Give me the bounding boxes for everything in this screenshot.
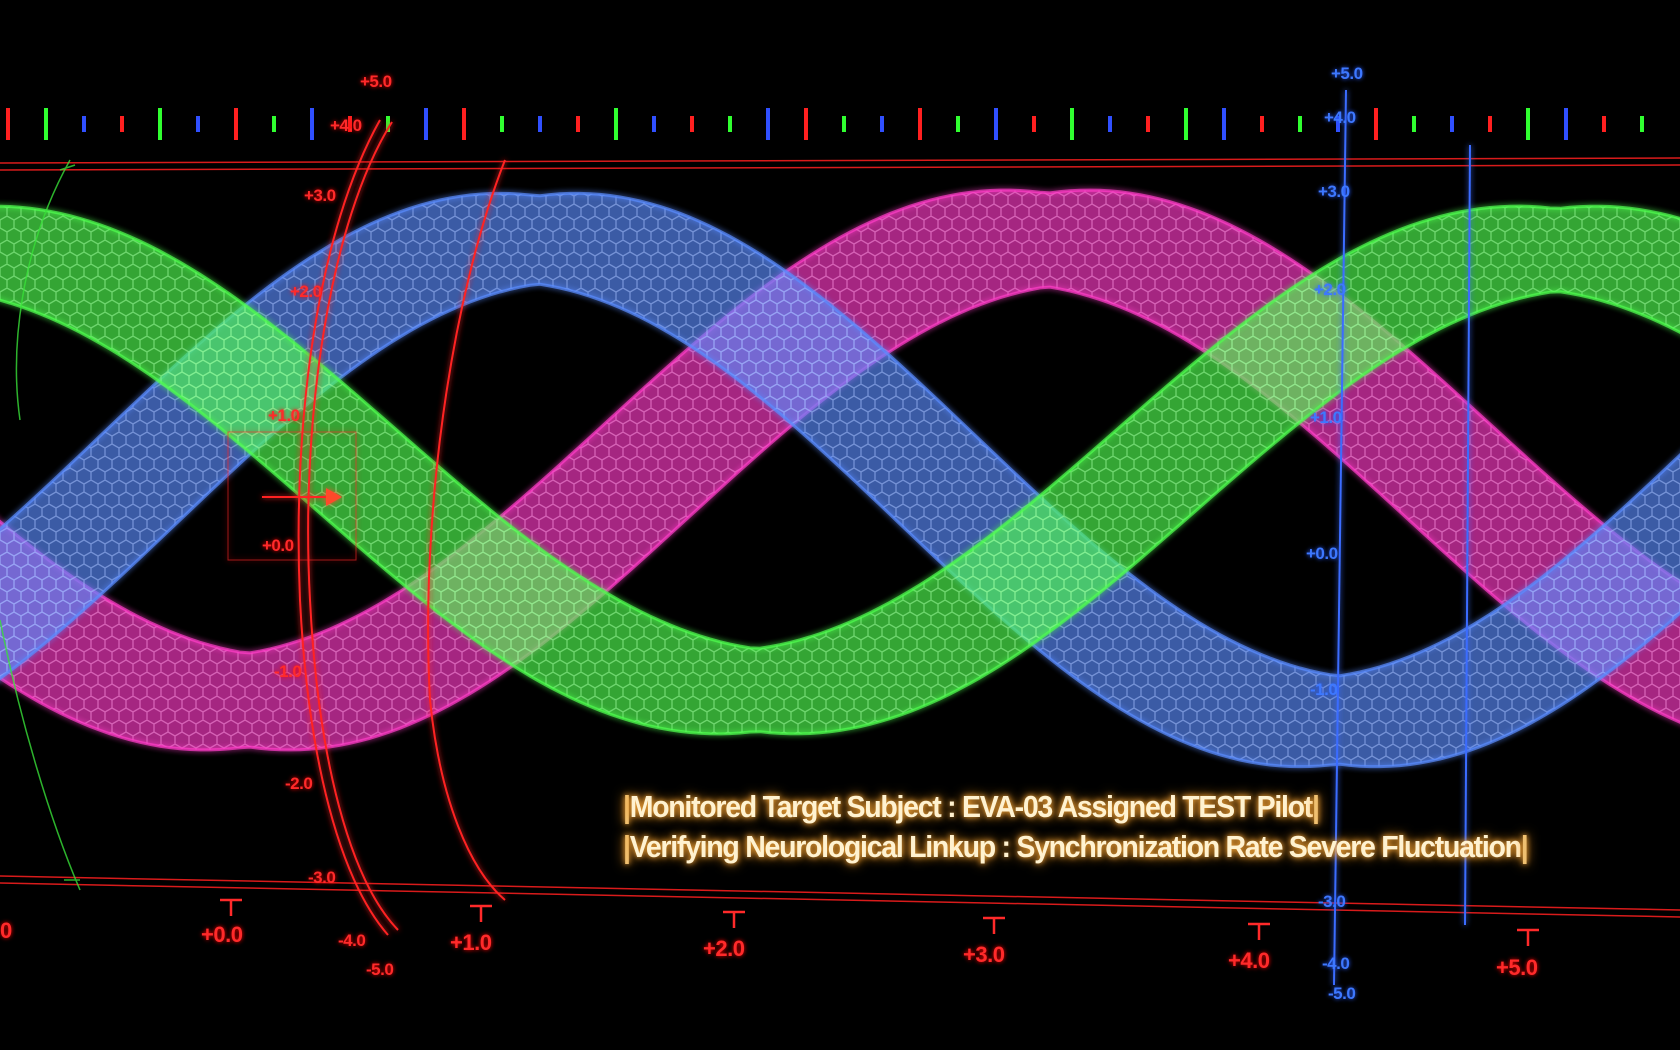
red-y-tick: +0.0 xyxy=(262,536,294,555)
green-edge-curves xyxy=(0,159,81,891)
x-tick-label: +5.0 xyxy=(1496,955,1538,980)
blue-y-tick: +1.0 xyxy=(1310,408,1342,427)
red-y-tick: +1.0 xyxy=(268,406,300,425)
caption-line-2: |Verifying Neurological Linkup : Synchro… xyxy=(623,829,1529,864)
red-y-tick: -5.0 xyxy=(366,960,394,979)
blue-axis-lines xyxy=(1333,89,1471,986)
red-y-tick: -4.0 xyxy=(338,931,366,950)
blue-y-tick: +4.0 xyxy=(1324,108,1356,127)
blue-y-tick: +2.0 xyxy=(1314,280,1346,299)
blue-y-tick: +3.0 xyxy=(1318,182,1350,201)
blue-y-tick: -3.0 xyxy=(1318,892,1346,911)
red-y-tick: +3.0 xyxy=(304,186,336,205)
top-signal-tick-strip xyxy=(6,108,1644,140)
red-y-tick: +4.0 xyxy=(330,116,362,135)
blue-y-tick: -1.0 xyxy=(1310,680,1338,699)
red-y-tick: -2.0 xyxy=(285,774,313,793)
frame-lines xyxy=(0,157,1680,918)
x-tick-label: +1.0 xyxy=(450,930,492,955)
blue-y-tick: -4.0 xyxy=(1322,954,1350,973)
red-axis-lines xyxy=(227,119,506,936)
blue-y-tick: +0.0 xyxy=(1306,544,1338,563)
red-y-tick: +2.0 xyxy=(290,282,322,301)
status-caption: |Monitored Target Subject : EVA-03 Assig… xyxy=(623,787,1529,867)
x-axis-tick-marks xyxy=(220,898,1539,946)
x-tick-label: +4.0 xyxy=(1228,948,1270,973)
blue-y-tick: +5.0 xyxy=(1331,64,1363,83)
x-tick-label: +3.0 xyxy=(963,942,1005,967)
red-y-tick: -3.0 xyxy=(308,868,336,887)
x-tick-label: +0.0 xyxy=(201,922,243,947)
x-tick-label: +2.0 xyxy=(703,936,745,961)
x-tick-label-partial: 0 xyxy=(0,918,12,943)
blue-y-tick: -5.0 xyxy=(1328,984,1356,1003)
red-y-tick: +5.0 xyxy=(360,72,392,91)
caption-line-1: |Monitored Target Subject : EVA-03 Assig… xyxy=(623,789,1320,824)
red-y-tick: -1.0 xyxy=(274,662,302,681)
